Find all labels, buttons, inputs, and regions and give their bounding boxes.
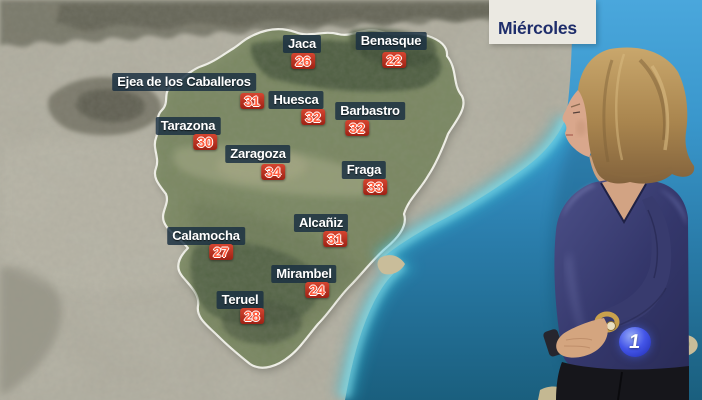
presenter-pants	[556, 362, 689, 400]
cheek-shade	[576, 120, 586, 136]
eyebrow	[570, 103, 581, 108]
finger-lines	[563, 338, 593, 349]
weather-presenter	[543, 47, 695, 400]
la1-logo-text: 1	[627, 330, 643, 353]
presenter-arm	[599, 196, 672, 330]
day-label: Miércoles	[498, 18, 577, 38]
sleeve-fold	[647, 209, 659, 279]
hair-streaks	[599, 53, 673, 178]
pants-seam	[617, 371, 623, 400]
day-label-box: Miércoles	[489, 0, 596, 44]
presenter-hand	[556, 318, 608, 358]
blouse-sheen	[562, 184, 687, 345]
collar-line	[600, 182, 647, 224]
eye	[572, 111, 581, 114]
ebro-delta	[377, 255, 405, 275]
presenter-chest	[601, 180, 646, 222]
la1-channel-logo: 1	[619, 327, 651, 357]
